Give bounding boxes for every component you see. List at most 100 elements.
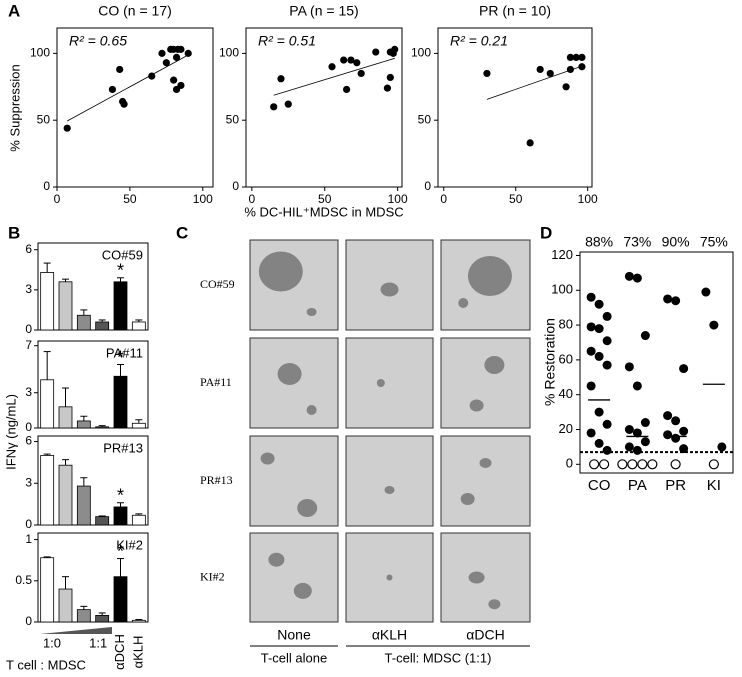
x-tick-label: 50 xyxy=(318,192,332,206)
plot-frame xyxy=(37,340,149,429)
cell-cluster xyxy=(260,452,275,465)
y-tick-label: 7 xyxy=(25,338,32,352)
cell-cluster xyxy=(277,363,302,385)
annotation: R² = 0.21 xyxy=(450,33,508,49)
panel-label: B xyxy=(8,223,20,242)
bar xyxy=(113,506,128,526)
micrograph xyxy=(440,435,531,527)
micrograph xyxy=(249,532,339,623)
point xyxy=(586,346,596,356)
cell-cluster xyxy=(293,582,312,599)
point xyxy=(562,83,570,91)
y-tick-label: 0 xyxy=(43,179,50,193)
point xyxy=(172,53,181,61)
y-tick-label: 100 xyxy=(219,46,239,60)
open-point xyxy=(599,459,610,470)
bar xyxy=(95,321,110,331)
y-tick-label: 40 xyxy=(559,386,573,401)
bar xyxy=(58,464,73,526)
point xyxy=(184,49,192,57)
y-tick-label: 6 xyxy=(25,434,32,448)
row-label: PA#11 xyxy=(200,375,232,389)
point xyxy=(640,331,650,341)
y-tick-label: 60 xyxy=(559,351,573,366)
x-tick-label: αDCH xyxy=(112,634,127,670)
point xyxy=(526,139,534,147)
point xyxy=(679,444,689,454)
x-tick-label: 100 xyxy=(193,192,213,206)
plot-frame xyxy=(37,242,149,331)
y-tick-label: 0 xyxy=(232,179,239,193)
micrograph xyxy=(345,435,434,527)
group-label: T-cell alone xyxy=(261,650,327,665)
bar xyxy=(131,321,146,331)
chart-title: PA#11 xyxy=(106,345,143,360)
point xyxy=(177,81,185,90)
plot-frame xyxy=(37,532,149,623)
point xyxy=(586,292,596,302)
row-label: KI#2 xyxy=(200,569,225,583)
cell-cluster xyxy=(386,574,393,581)
y-tick-label: 120 xyxy=(551,247,573,262)
point xyxy=(391,45,399,53)
y-tick-label: 3 xyxy=(25,385,32,399)
y-tick-label: 0.5 xyxy=(15,573,32,587)
x-tick-label: CO xyxy=(588,477,611,494)
x-tick-label: 50 xyxy=(123,192,137,206)
trend-line xyxy=(273,57,395,96)
ratio-wedge xyxy=(40,627,112,634)
cell-cluster xyxy=(488,599,501,610)
point xyxy=(328,63,336,71)
y-tick-label: 6 xyxy=(25,242,32,256)
point xyxy=(383,84,392,92)
point xyxy=(170,76,178,84)
y-tick-label: 0 xyxy=(25,420,32,434)
micrograph xyxy=(249,435,339,527)
point xyxy=(536,65,544,74)
point xyxy=(679,426,689,436)
cell-cluster xyxy=(469,399,484,412)
plot-frame xyxy=(437,27,593,188)
point xyxy=(671,416,681,426)
bar xyxy=(113,375,128,429)
point xyxy=(566,53,575,61)
point xyxy=(342,85,351,94)
cell-cluster xyxy=(380,282,399,297)
annotation: R² = 0.65 xyxy=(69,33,127,49)
point xyxy=(594,299,604,309)
x-tick-label: PR xyxy=(665,477,686,494)
panel-label: D xyxy=(540,223,552,242)
point xyxy=(357,69,365,78)
bar xyxy=(58,588,73,623)
y-tick-label: 80 xyxy=(559,317,573,332)
bar xyxy=(95,516,110,526)
point xyxy=(586,381,596,391)
point xyxy=(594,351,604,361)
open-point xyxy=(647,459,658,470)
open-point xyxy=(708,459,719,470)
open-point xyxy=(627,459,638,470)
bar xyxy=(95,426,110,429)
cell-cluster xyxy=(306,405,317,415)
row-label: PR#13 xyxy=(200,473,233,487)
point xyxy=(701,287,711,297)
point xyxy=(483,69,491,78)
point xyxy=(586,428,596,438)
point xyxy=(602,445,612,455)
point xyxy=(148,72,156,80)
point xyxy=(602,419,612,429)
y-axis-label: % Restoration xyxy=(542,318,558,406)
y-tick-label: 0 xyxy=(25,614,32,628)
open-point xyxy=(617,459,628,470)
y-tick-label: 50 xyxy=(226,112,240,126)
point xyxy=(347,56,355,64)
percent-label: 73% xyxy=(623,234,651,250)
bar xyxy=(58,281,73,331)
x-tick-label: PA xyxy=(628,477,647,494)
point xyxy=(717,442,727,452)
cell-cluster xyxy=(467,256,512,296)
significance-mark: * xyxy=(117,261,124,281)
point xyxy=(624,424,634,434)
point xyxy=(594,324,604,334)
point xyxy=(663,430,673,440)
